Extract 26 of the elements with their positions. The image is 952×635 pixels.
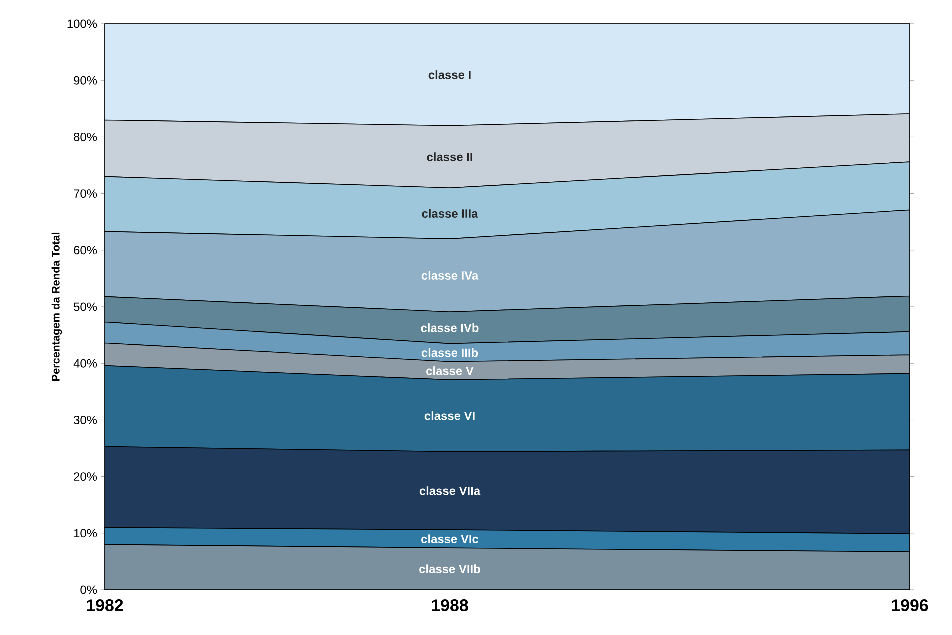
x-tick-label: 1996 bbox=[892, 600, 928, 612]
x-tick-label: 1988 bbox=[432, 600, 468, 612]
y-tick-label: 90% bbox=[74, 76, 98, 85]
x-tick-label: 1982 bbox=[87, 600, 124, 612]
series-label: classe IVa bbox=[422, 271, 479, 280]
series-label: classe VIIb bbox=[420, 564, 480, 574]
y-tick-label: 0% bbox=[80, 586, 98, 594]
y-tick-label: 20% bbox=[74, 472, 98, 482]
series-label: classe IIIb bbox=[422, 348, 478, 358]
series-label: classe IVb bbox=[421, 324, 479, 332]
y-axis-title: Percentagem da Renda Total bbox=[52, 232, 62, 382]
y-tick-label: 40% bbox=[74, 359, 98, 368]
series-label: classe IIIa bbox=[422, 209, 478, 218]
series-label: classe II bbox=[427, 152, 472, 162]
series-label: classe I bbox=[428, 70, 471, 80]
y-tick-label: 60% bbox=[74, 246, 98, 255]
y-tick-label: 100% bbox=[68, 20, 98, 28]
y-tick-label: 70% bbox=[74, 190, 98, 198]
series-label: classe VIIa bbox=[420, 486, 481, 496]
y-tick-label: 30% bbox=[74, 416, 98, 424]
y-tick-label: 50% bbox=[74, 302, 98, 312]
series-label: classe VIc bbox=[422, 534, 479, 544]
series-label: classe V bbox=[426, 366, 474, 376]
y-tick-label: 80% bbox=[74, 132, 98, 142]
series-label: classe VI bbox=[424, 412, 475, 420]
y-tick-label: 10% bbox=[74, 529, 98, 538]
